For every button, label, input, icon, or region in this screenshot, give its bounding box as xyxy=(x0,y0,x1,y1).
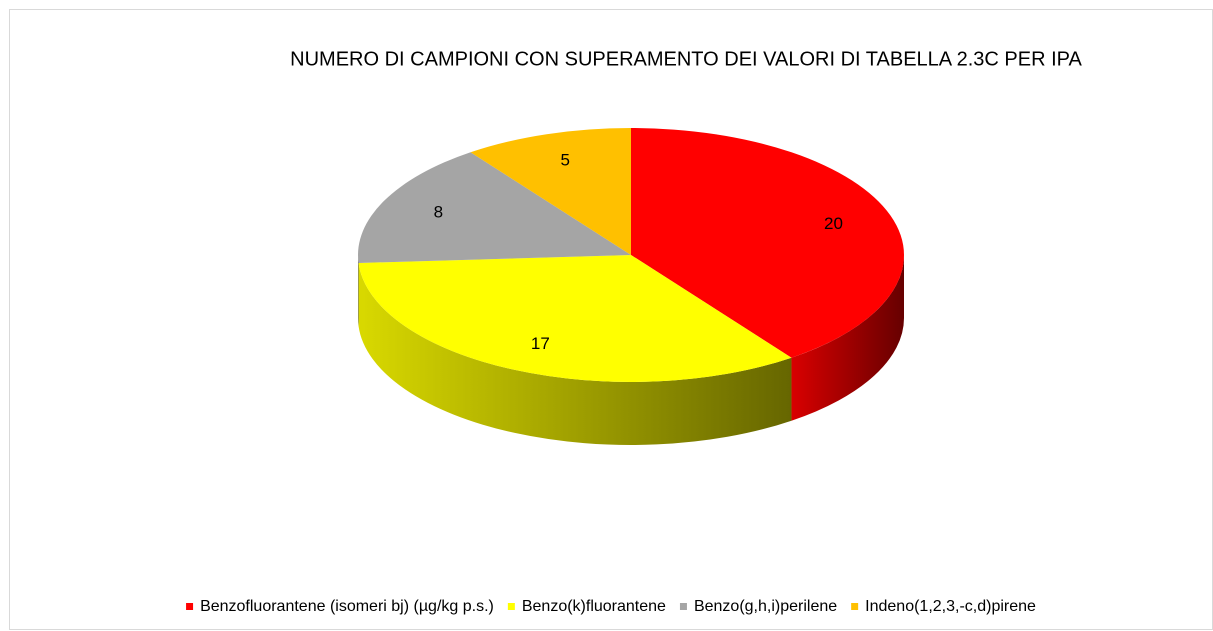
legend-swatch xyxy=(679,603,687,610)
data-label: 5 xyxy=(560,150,569,169)
slice xyxy=(470,128,631,255)
slice xyxy=(358,255,792,383)
legend-label: Benzofluorantene (isomeri bj) (µg/kg p.s… xyxy=(200,598,494,615)
legend-swatch xyxy=(507,603,515,610)
chart-title: NUMERO DI CAMPIONI CON SUPERAMENTO DEI V… xyxy=(290,48,1082,70)
legend-swatch xyxy=(186,603,194,610)
slice-side xyxy=(358,262,792,445)
data-label: 8 xyxy=(434,202,443,221)
slice-side xyxy=(358,255,359,326)
data-label: 20 xyxy=(824,214,843,233)
legend-label: Benzo(k)fluorantene xyxy=(522,598,666,615)
legend: Benzofluorantene (isomeri bj) (µg/kg p.s… xyxy=(186,598,1036,615)
slice-side xyxy=(791,255,904,421)
legend-swatch xyxy=(851,603,859,610)
legend-label: Benzo(g,h,i)perilene xyxy=(694,598,837,615)
slice xyxy=(631,128,904,358)
data-label: 17 xyxy=(531,334,550,353)
slice xyxy=(358,152,631,263)
legend-label: Indeno(1,2,3,-c,d)pirene xyxy=(865,598,1036,615)
